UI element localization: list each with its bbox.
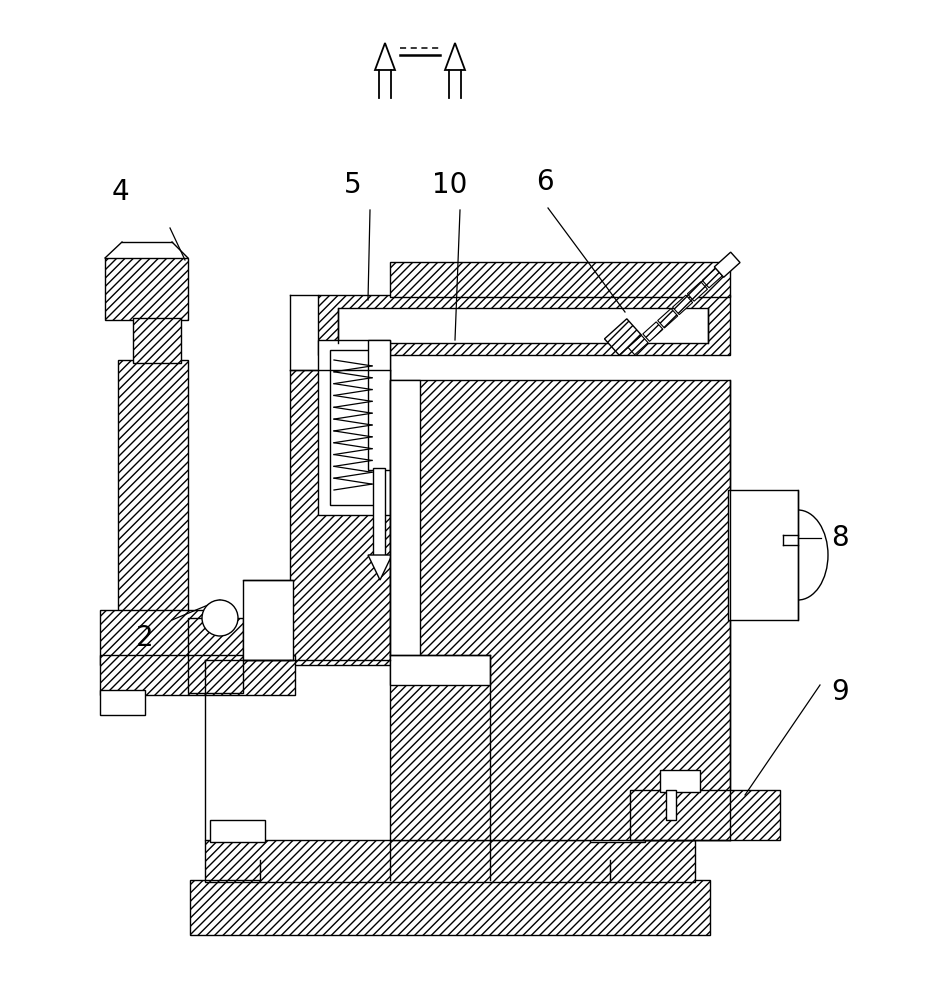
Bar (100, 690, 145, 715)
Bar (190, 880, 710, 935)
Bar (330, 350, 378, 505)
Polygon shape (643, 322, 663, 341)
Bar (118, 360, 188, 670)
Bar (205, 840, 695, 882)
Bar (590, 820, 645, 842)
Bar (630, 790, 780, 840)
Bar (105, 258, 188, 320)
Text: 10: 10 (432, 171, 467, 199)
Text: 9: 9 (831, 678, 849, 706)
Bar (338, 308, 708, 343)
Polygon shape (368, 555, 392, 580)
Text: 8: 8 (831, 524, 849, 552)
Bar (666, 790, 676, 820)
Bar (660, 770, 700, 792)
Bar (390, 262, 730, 297)
Bar (728, 490, 798, 620)
Polygon shape (658, 308, 677, 328)
Bar (318, 295, 730, 355)
Bar (210, 820, 265, 842)
Text: 5: 5 (344, 171, 362, 199)
Bar (100, 610, 208, 665)
Bar (390, 655, 490, 685)
Bar (243, 580, 293, 660)
Polygon shape (628, 335, 648, 355)
Bar (318, 340, 390, 515)
Bar (188, 655, 243, 693)
Bar (100, 655, 295, 695)
Polygon shape (688, 282, 707, 301)
Bar (368, 340, 390, 470)
Bar (188, 618, 243, 656)
Polygon shape (445, 43, 465, 70)
Text: 6: 6 (536, 168, 554, 196)
Bar (290, 370, 390, 665)
Polygon shape (673, 295, 692, 315)
Polygon shape (375, 43, 395, 70)
Polygon shape (605, 319, 642, 355)
Circle shape (202, 600, 238, 636)
Bar (390, 380, 730, 840)
Text: 2: 2 (136, 624, 154, 652)
Polygon shape (703, 268, 722, 288)
Bar (373, 468, 385, 558)
Polygon shape (715, 252, 740, 277)
Bar (133, 318, 181, 363)
Bar (390, 380, 420, 660)
Text: 4: 4 (111, 178, 129, 206)
